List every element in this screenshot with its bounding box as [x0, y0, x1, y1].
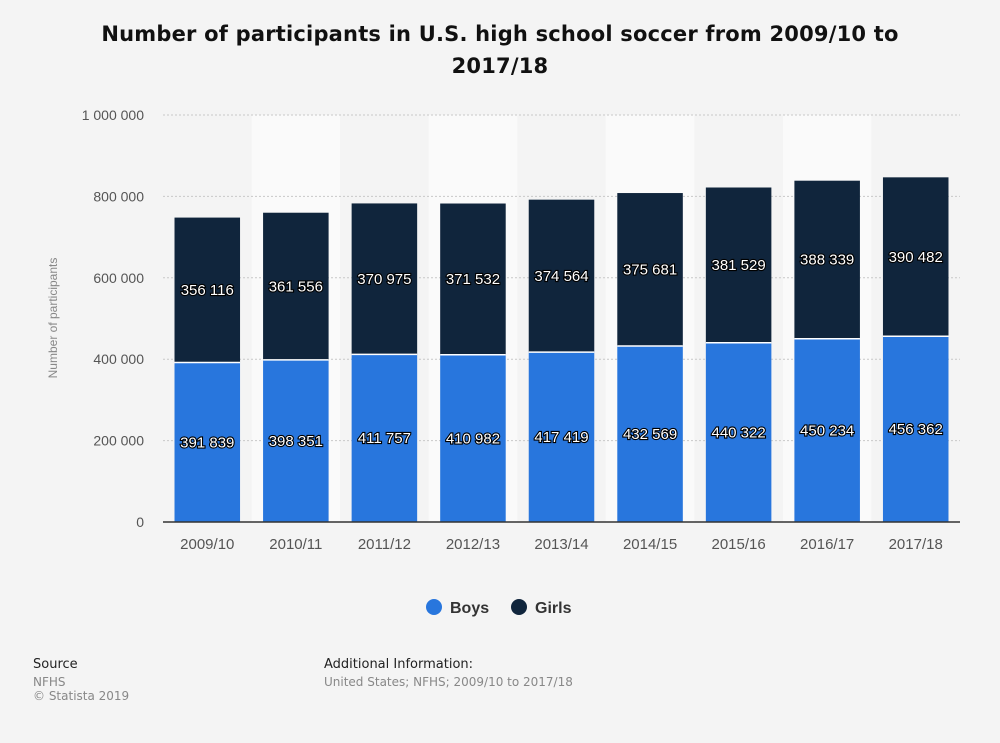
data-label-boys: 450 234: [800, 422, 854, 439]
legend-swatch: [426, 599, 442, 615]
data-label-boys: 411 757: [358, 430, 411, 447]
source-name: NFHS: [33, 675, 66, 689]
legend-swatch: [511, 599, 527, 615]
y-tick-label: 200 000: [93, 433, 144, 449]
bar-girls: [440, 203, 506, 355]
bar-girls: [263, 212, 329, 360]
data-label-boys: 391 839: [180, 434, 234, 451]
x-tick-label: 2010/11: [269, 536, 322, 553]
x-tick-label: 2009/10: [180, 536, 234, 553]
x-tick-label: 2012/13: [446, 536, 500, 553]
x-tick-label: 2017/18: [889, 536, 943, 553]
y-tick-label: 600 000: [93, 270, 144, 286]
data-label-girls: 381 529: [711, 257, 765, 274]
x-tick-label: 2013/14: [534, 536, 588, 553]
y-tick-label: 1 000 000: [82, 107, 144, 123]
y-axis-title: Number of participants: [46, 258, 60, 379]
additional-info-label: Additional Information:: [324, 657, 474, 672]
y-tick-label: 400 000: [93, 351, 144, 367]
y-tick-label: 0: [136, 514, 144, 530]
bar-boys: [705, 342, 772, 522]
bar-girls: [528, 199, 595, 353]
bar-girls: [617, 193, 683, 346]
data-label-girls: 375 681: [623, 261, 677, 278]
bar-girls: [351, 203, 418, 355]
bar-boys: [528, 352, 595, 522]
data-label-boys: 456 362: [889, 421, 943, 438]
bar-boys: [440, 354, 506, 522]
bar-girls: [174, 217, 241, 363]
bar-boys: [351, 354, 418, 522]
data-label-boys: 432 569: [623, 426, 677, 443]
data-label-girls: 390 482: [889, 249, 943, 266]
bars: [174, 177, 949, 522]
chart-title: Number of participants in U.S. high scho…: [101, 22, 899, 78]
legend: Boys Girls: [426, 599, 572, 617]
y-axis-tick-labels: 0 200 000 400 000 600 000 800 000 1 000 000: [82, 107, 145, 530]
source-label: Source: [33, 657, 78, 672]
y-tick-label: 800 000: [93, 188, 144, 204]
bar-boys: [174, 362, 241, 522]
additional-info-text: United States; NFHS; 2009/10 to 2017/18: [324, 675, 573, 689]
data-label-girls: 361 556: [269, 278, 323, 295]
bar-boys: [794, 338, 860, 522]
bar-boys: [263, 359, 329, 522]
data-label-girls: 371 532: [446, 271, 500, 288]
x-axis-tick-labels: 2009/10 2010/11 2011/12 2012/13 2013/14 2014/…: [180, 536, 943, 553]
bar-girls: [705, 187, 772, 343]
data-label-boys: 410 982: [446, 430, 500, 447]
legend-label: Boys: [450, 600, 489, 617]
bar-girls: [794, 180, 860, 339]
data-label-boys: 417 419: [534, 429, 588, 446]
bar-boys: [882, 336, 949, 522]
bar-value-labels: 391 839 356 116 398 351 361 556 411 757 370 9…: [179, 248, 944, 453]
data-label-girls: 370 975: [357, 271, 411, 288]
x-tick-label: 2011/12: [358, 536, 411, 553]
x-tick-label: 2015/16: [711, 536, 765, 553]
legend-label: Girls: [535, 600, 572, 617]
x-tick-label: 2016/17: [800, 536, 854, 553]
data-label-girls: 388 339: [800, 252, 854, 269]
data-label-girls: 356 116: [181, 282, 234, 299]
data-label-girls: 374 564: [534, 268, 588, 285]
data-label-boys: 440 322: [711, 424, 765, 441]
bar-boys: [617, 345, 683, 522]
copyright-text: © Statista 2019: [33, 689, 130, 703]
data-label-boys: 398 351: [269, 433, 323, 450]
bar-girls: [882, 177, 949, 337]
x-tick-label: 2014/15: [623, 536, 677, 553]
